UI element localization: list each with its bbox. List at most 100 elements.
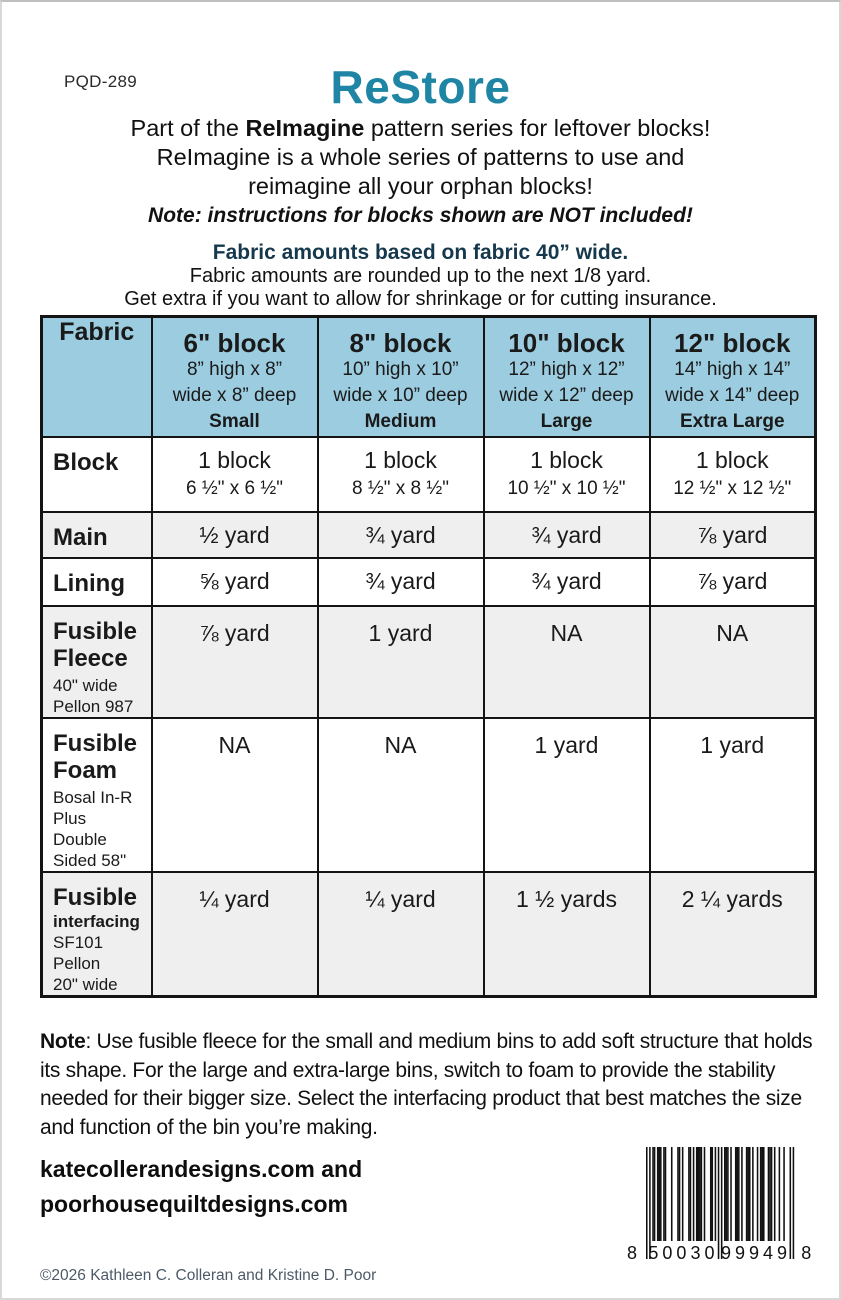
table-row-lining: Lining ⅝ yard ¾ yard ¾ yard ⅞ yard (40, 557, 817, 607)
table-cell: 1 block 6 ½" x 6 ½" (150, 436, 319, 513)
column-title: 12" block (674, 328, 791, 358)
table-cell: 1 ½ yards (482, 871, 651, 998)
usage-note-text: : Use fusible fleece for the small and m… (40, 1030, 813, 1139)
table-cell: ⅞ yard (648, 511, 817, 559)
table-cell: ¾ yard (482, 511, 651, 559)
row-label-fusible-interfacing: Fusible interfacing SF101 Pellon 20" wid… (40, 871, 153, 998)
column-title: 6" block (183, 328, 286, 358)
cell-value: 2 ¼ yards (681, 886, 783, 912)
column-dims: wide x 8” deep (172, 385, 297, 406)
table-row-fusible-fleece: Fusible Fleece 40" wide Pellon 987 ⅞ yar… (40, 605, 817, 719)
table-cell: ¾ yard (482, 557, 651, 607)
copyright-line-1: ©2026 Kathleen C. Colleran and Kristine … (40, 1267, 377, 1284)
column-dims: 8” high x 8” (186, 359, 283, 380)
website-line-1: katecollerandesigns.com and (40, 1156, 363, 1182)
cell-value: ¾ yard (365, 568, 436, 594)
column-header-8in-block: 8" block 10” high x 10” wide x 10” deep … (316, 315, 485, 438)
table-header-row: Fabric 6" block 8” high x 8” wide x 8” d… (40, 315, 817, 438)
column-header-6in-block: 6" block 8” high x 8” wide x 8” deep Sma… (150, 315, 319, 438)
table-cell: 1 yard (648, 717, 817, 873)
table-cell: 1 block 8 ½" x 8 ½" (316, 436, 485, 513)
cell-line-2: 12 ½" x 12 ½" (673, 478, 792, 499)
column-dims: 14” high x 14” (674, 359, 791, 380)
table-cell: 1 yard (482, 717, 651, 873)
cell-value: ¼ yard (365, 886, 436, 912)
cell-line-2: 10 ½" x 10 ½" (507, 478, 626, 499)
row-label-sub: Bosal In-R (53, 788, 133, 807)
intro-line-2: ReImagine is a whole series of patterns … (156, 144, 685, 170)
fabric-sub-line-1: Fabric amounts are rounded up to the nex… (189, 265, 652, 287)
table-row-main: Main ½ yard ¾ yard ¾ yard ⅞ yard (40, 511, 817, 559)
svg-text:99949: 99949 (721, 1243, 791, 1263)
cell-value: ¼ yard (199, 886, 270, 912)
row-label-sub: Pellon 987 (53, 697, 134, 716)
column-dims: wide x 12” deep (499, 385, 634, 406)
column-dims: wide x 14” deep (665, 385, 800, 406)
row-label-sub: Plus (53, 809, 87, 828)
cell-value: ¾ yard (531, 568, 602, 594)
column-header-fabric: Fabric (40, 315, 153, 438)
row-label-text: interfacing (53, 912, 140, 931)
row-label-text: Main (53, 524, 108, 551)
cell-value: 1 ½ yards (516, 886, 617, 912)
table-cell: ½ yard (150, 511, 319, 559)
cell-value: ⅞ yard (697, 522, 768, 548)
row-label-text: Fusible (53, 618, 138, 645)
table-cell: ⅞ yard (648, 557, 817, 607)
page-title: ReStore (330, 61, 511, 113)
table-row-block: Block 1 block 6 ½" x 6 ½" 1 block 8 ½" x 8… (40, 436, 817, 513)
barcode-svg: 8 50030 99949 8 (627, 1147, 811, 1263)
intro-line-1: Part of the ReImagine pattern series for… (2, 114, 839, 143)
svg-text:8: 8 (627, 1243, 637, 1263)
row-label-sub: Double (53, 830, 107, 849)
table-cell: 2 ¼ yards (648, 871, 817, 998)
cell-line-1: 1 block (198, 447, 271, 473)
column-dims: 12” high x 12” (508, 359, 625, 380)
table-row-fusible-foam: Fusible Foam Bosal In-R Plus Double Side… (40, 717, 817, 873)
cell-value: NA (716, 620, 749, 646)
row-label-text: Fleece (53, 645, 128, 672)
column-header-12in-block: 12" block 14” high x 14” wide x 14” deep… (648, 315, 817, 438)
cell-line-1: 1 block (364, 447, 437, 473)
cell-value: 1 yard (700, 732, 765, 758)
table-row-fusible-interfacing: Fusible interfacing SF101 Pellon 20" wid… (40, 871, 817, 998)
column-size: Small (209, 411, 260, 432)
intro-line-3: reimagine all your orphan blocks! (248, 173, 593, 199)
column-title: 8" block (349, 328, 452, 358)
cell-value: 1 yard (534, 732, 599, 758)
fabric-sub-line-2: Get extra if you want to allow for shrin… (124, 288, 717, 310)
fabric-amounts-heading: Fabric amounts based on fabric 40” wide. (212, 241, 629, 264)
column-size: Medium (364, 411, 437, 432)
copyright-notice: ©2026 Kathleen C. Colleran and Kristine … (40, 1235, 682, 1298)
column-dims: 10” high x 10” (342, 359, 459, 380)
column-dims: wide x 10” deep (333, 385, 468, 406)
table-cell: ¾ yard (316, 557, 485, 607)
fabric-amounts-subtext: Fabric amounts are rounded up to the nex… (2, 265, 839, 311)
usage-note-bold: Note (40, 1030, 86, 1053)
cell-line-2: 6 ½" x 6 ½" (186, 478, 283, 499)
table-cell: ⅞ yard (150, 605, 319, 719)
table-cell: 1 block 12 ½" x 12 ½" (648, 436, 817, 513)
cell-value: NA (550, 620, 583, 646)
row-label-sub: Pellon (53, 954, 101, 973)
intro-series-name: ReImagine (245, 115, 365, 141)
column-title: 10" block (508, 328, 625, 358)
row-label-sub: SF101 (53, 933, 104, 952)
cell-value: ⅝ yard (199, 568, 270, 594)
table-cell: ¼ yard (150, 871, 319, 998)
cell-value: ¾ yard (365, 522, 436, 548)
svg-text:50030: 50030 (648, 1243, 718, 1263)
table-cell: ⅝ yard (150, 557, 319, 607)
row-label-sub: 20" wide (53, 975, 118, 994)
table-cell: NA (648, 605, 817, 719)
cell-line-2: 8 ½" x 8 ½" (352, 478, 449, 499)
intro-line1-prefix: Part of the (130, 115, 246, 141)
row-label-text: Fusible (53, 884, 138, 911)
usage-note: Note: Use fusible fleece for the small a… (40, 1028, 824, 1142)
intro-text: Part of the ReImagine pattern series for… (2, 114, 839, 201)
intro-line1-suffix: pattern series for leftover blocks! (364, 115, 711, 141)
websites: katecollerandesigns.com and poorhousequi… (40, 1152, 362, 1222)
cell-value: ⅞ yard (697, 568, 768, 594)
row-label-text: Block (53, 449, 119, 476)
